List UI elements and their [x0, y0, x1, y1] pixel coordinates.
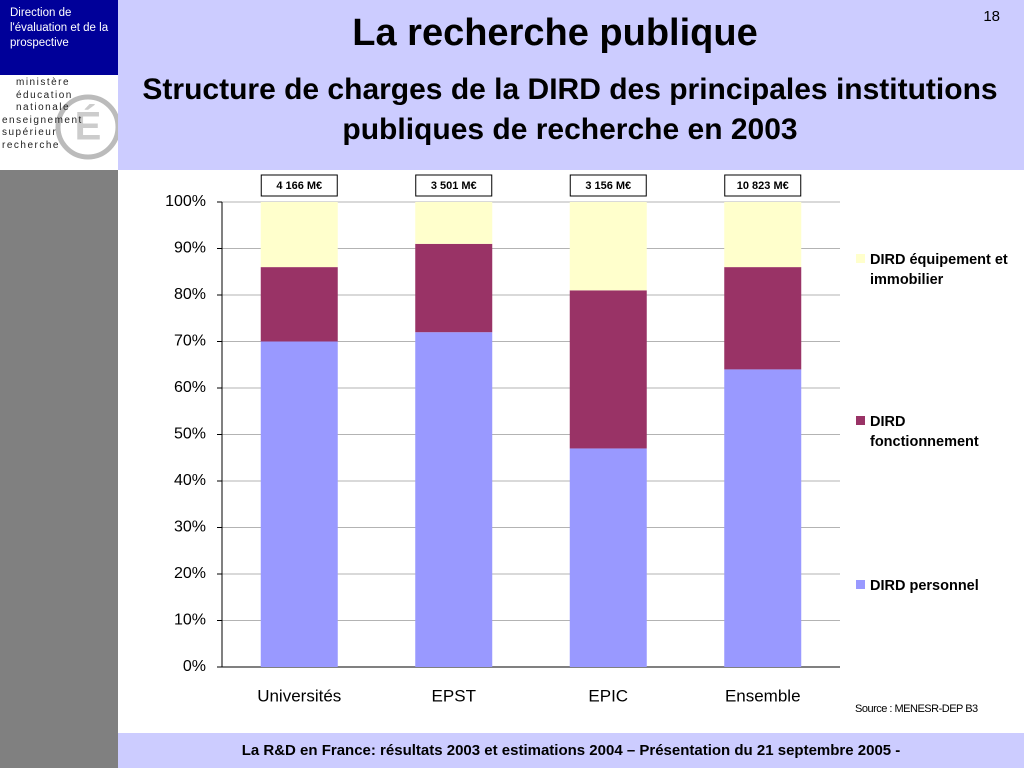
- source: Source : MENESR-DEP B3: [855, 703, 978, 715]
- x-tick-label: Ensemble: [725, 686, 801, 705]
- x-tick-label: Universités: [257, 686, 341, 705]
- bar-segment: [569, 290, 647, 449]
- bar-segment: [260, 267, 338, 342]
- total-label: 3 501 M€: [431, 180, 477, 192]
- logo-line: ministère: [16, 77, 71, 88]
- bar-segment: [724, 267, 802, 370]
- logo-letter: É: [75, 104, 102, 149]
- legend-swatch: [856, 580, 865, 589]
- y-tick-label: 90%: [174, 240, 206, 257]
- bar-segment: [260, 341, 338, 667]
- chart-subtitle: Structure de charges de la DIRD des prin…: [142, 73, 998, 146]
- y-tick-label: 70%: [174, 333, 206, 350]
- y-tick-label: 100%: [165, 193, 206, 210]
- logo-line: supérieur: [2, 127, 58, 138]
- legend-label: DIRD personnel: [870, 578, 979, 594]
- legend-label: DIRD fonctionnement: [870, 414, 979, 450]
- bar-segment: [415, 332, 493, 667]
- logo-line: enseignement: [2, 114, 83, 126]
- footer-band: [118, 733, 1024, 768]
- side-band: [0, 170, 118, 768]
- x-tick-label: EPIC: [588, 686, 628, 705]
- y-tick-label: 10%: [174, 612, 206, 629]
- bar-segment: [415, 243, 493, 333]
- logo-line: recherche: [2, 139, 60, 151]
- bar-segment: [569, 202, 647, 291]
- legend-swatch: [856, 416, 865, 425]
- y-tick-label: 20%: [174, 565, 206, 582]
- logo: É ministère éducation nationale enseignemen…: [0, 75, 121, 170]
- y-tick-label: 80%: [174, 286, 206, 303]
- bar-segment: [724, 202, 802, 268]
- footer-text: La R&D en France: résultats 2003 et esti…: [241, 742, 901, 759]
- total-box: [724, 174, 802, 197]
- legend: DIRD personnel DIRD fonctionnement DIRD éq…: [856, 0, 1016, 768]
- page-number: 18: [983, 8, 1000, 25]
- total-box: [415, 174, 493, 197]
- legend-label: DIRD équipement et immobilier: [870, 252, 1008, 288]
- chart-title: La recherche publique: [352, 12, 758, 54]
- logo-line: éducation: [16, 89, 73, 101]
- bar-segment: [415, 202, 493, 244]
- bar-segment: [260, 202, 338, 268]
- header-band: [118, 0, 1024, 170]
- logo-line: nationale: [16, 102, 71, 113]
- bar-segment: [724, 369, 802, 667]
- total-label: 3 156 M€: [585, 180, 631, 192]
- total-box: [260, 174, 338, 197]
- bar-segment: [569, 448, 647, 667]
- total-label: 10 823 M€: [737, 180, 789, 192]
- total-label: 4 166 M€: [276, 180, 322, 192]
- total-box: [569, 174, 647, 197]
- y-tick-label: 50%: [174, 426, 206, 443]
- y-tick-label: 0%: [183, 658, 206, 675]
- legend-swatch: [856, 254, 865, 263]
- y-tick-label: 60%: [174, 379, 206, 396]
- y-tick-label: 40%: [174, 472, 206, 489]
- x-tick-label: EPST: [432, 686, 476, 705]
- department: Direction de l'évaluation et de la prosp…: [0, 0, 118, 75]
- y-tick-label: 30%: [174, 519, 206, 536]
